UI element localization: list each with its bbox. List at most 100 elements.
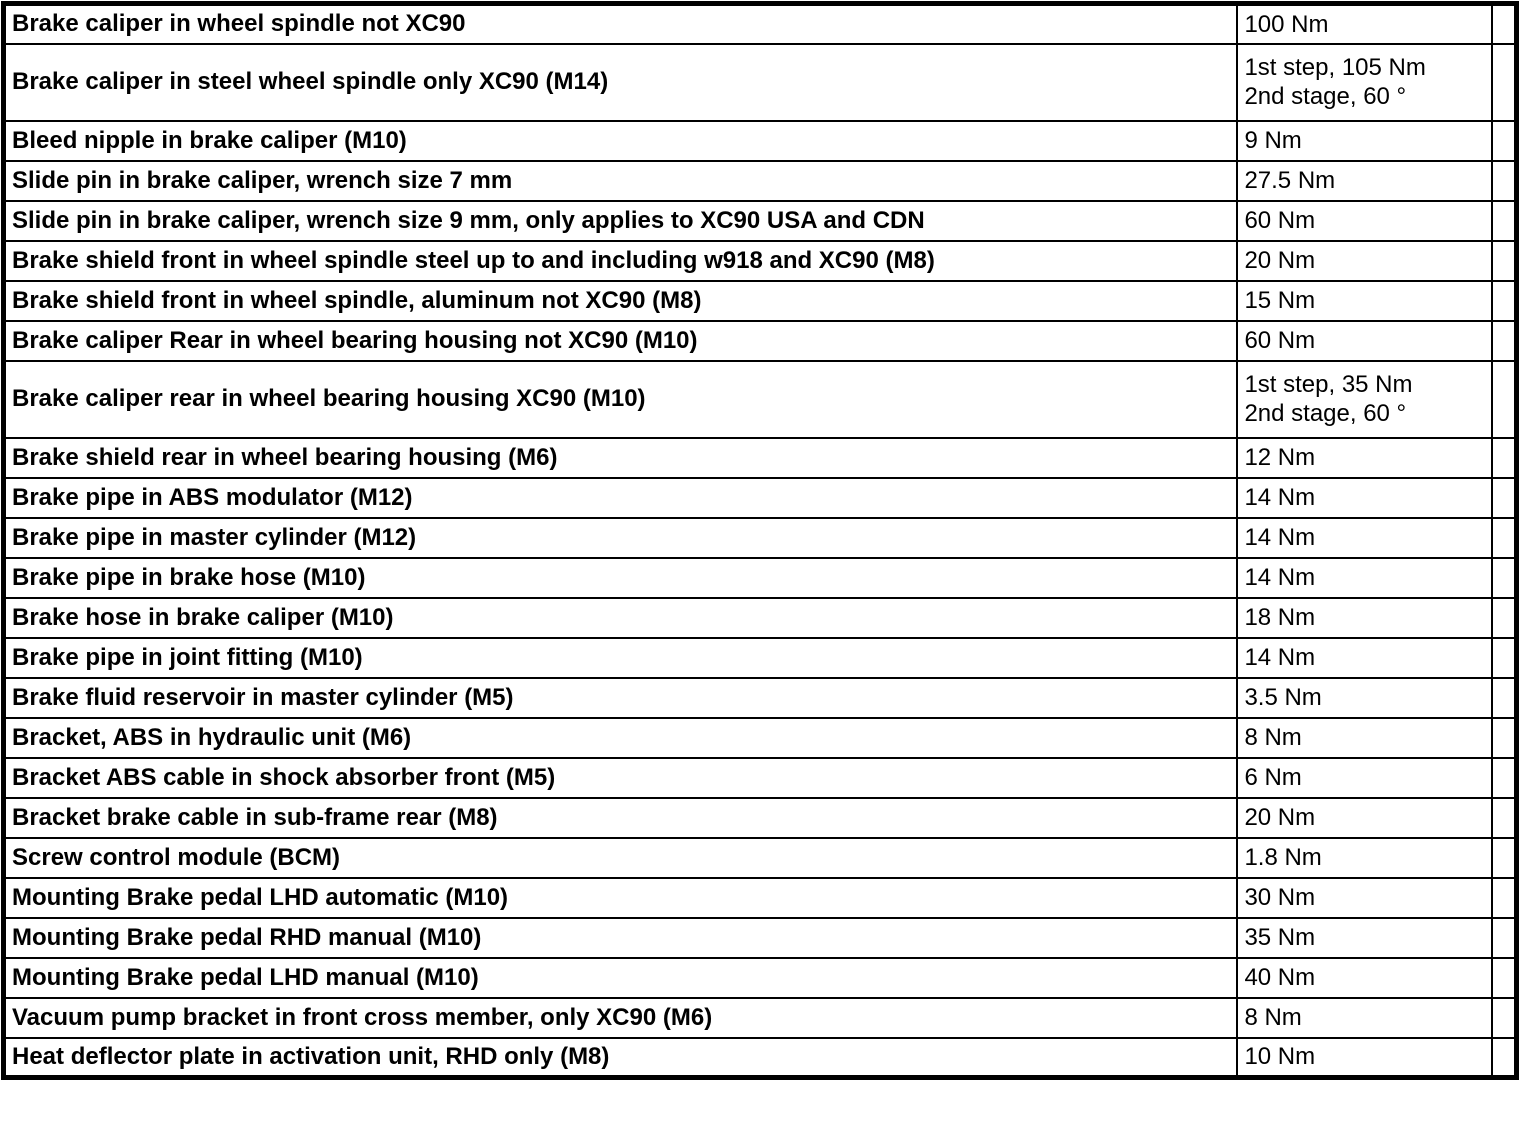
torque-value-cell: 9 Nm [1236, 119, 1494, 162]
table-row: Brake shield front in wheel spindle stee… [2, 239, 1518, 282]
spacer-cell [1491, 199, 1518, 242]
description-cell: Brake caliper Rear in wheel bearing hous… [2, 319, 1239, 362]
spacer-cell [1491, 756, 1518, 799]
description-cell: Bracket ABS cable in shock absorber fron… [2, 756, 1239, 799]
description-cell: Brake pipe in joint fitting (M10) [2, 636, 1239, 679]
table-row: Brake caliper rear in wheel bearing hous… [2, 359, 1518, 439]
table-row: Brake shield front in wheel spindle, alu… [2, 279, 1518, 322]
description-cell: Bracket brake cable in sub-frame rear (M… [2, 796, 1239, 839]
spacer-cell [1491, 596, 1518, 639]
torque-value-cell: 3.5 Nm [1236, 676, 1494, 719]
description-cell: Brake caliper in wheel spindle not XC90 [2, 2, 1239, 45]
table-row: Mounting Brake pedal LHD automatic (M10)… [2, 876, 1518, 919]
torque-value-cell: 8 Nm [1236, 716, 1494, 759]
torque-value-cell: 20 Nm [1236, 796, 1494, 839]
spacer-cell [1491, 796, 1518, 839]
table-row: Mounting Brake pedal RHD manual (M10) 35 … [2, 916, 1518, 959]
table-row: Brake pipe in master cylinder (M12) 14 Nm [2, 516, 1518, 559]
table-row: Brake pipe in joint fitting (M10) 14 Nm [2, 636, 1518, 679]
spacer-cell [1491, 319, 1518, 362]
torque-value-cell: 1st step, 105 Nm 2nd stage, 60 ° [1236, 42, 1494, 122]
spacer-cell [1491, 159, 1518, 202]
table-row: Brake caliper Rear in wheel bearing hous… [2, 319, 1518, 362]
torque-value-cell: 14 Nm [1236, 516, 1494, 559]
spacer-cell [1491, 996, 1518, 1039]
spacer-cell [1491, 956, 1518, 999]
spacer-cell [1491, 716, 1518, 759]
spacer-cell [1491, 1036, 1518, 1079]
table-row: Bracket ABS cable in shock absorber fron… [2, 756, 1518, 799]
torque-value-cell: 60 Nm [1236, 319, 1494, 362]
table-row: Slide pin in brake caliper, wrench size … [2, 199, 1518, 242]
torque-value-cell: 14 Nm [1236, 556, 1494, 599]
torque-value-cell: 6 Nm [1236, 756, 1494, 799]
torque-value-cell: 27.5 Nm [1236, 159, 1494, 202]
torque-value-cell: 60 Nm [1236, 199, 1494, 242]
spacer-cell [1491, 836, 1518, 879]
table-row: Heat deflector plate in activation unit,… [2, 1036, 1518, 1079]
description-cell: Brake caliper rear in wheel bearing hous… [2, 359, 1239, 439]
torque-value-cell: 12 Nm [1236, 436, 1494, 479]
table-row: Bleed nipple in brake caliper (M10) 9 Nm [2, 119, 1518, 162]
table-row: Brake caliper in steel wheel spindle onl… [2, 42, 1518, 122]
description-cell: Brake pipe in brake hose (M10) [2, 556, 1239, 599]
spacer-cell [1491, 42, 1518, 122]
description-cell: Slide pin in brake caliper, wrench size … [2, 199, 1239, 242]
table-row: Brake hose in brake caliper (M10) 18 Nm [2, 596, 1518, 639]
description-cell: Heat deflector plate in activation unit,… [2, 1036, 1239, 1079]
description-cell: Bleed nipple in brake caliper (M10) [2, 119, 1239, 162]
spacer-cell [1491, 119, 1518, 162]
table-row: Brake fluid reservoir in master cylinder… [2, 676, 1518, 719]
spacer-cell [1491, 676, 1518, 719]
table-row: Bracket brake cable in sub-frame rear (M… [2, 796, 1518, 839]
torque-value-cell: 20 Nm [1236, 239, 1494, 282]
torque-value-cell: 8 Nm [1236, 996, 1494, 1039]
description-cell: Brake shield front in wheel spindle stee… [2, 239, 1239, 282]
spacer-cell [1491, 436, 1518, 479]
table-row: Bracket, ABS in hydraulic unit (M6) 8 Nm [2, 716, 1518, 759]
torque-value-cell: 30 Nm [1236, 876, 1494, 919]
torque-value-cell: 1st step, 35 Nm 2nd stage, 60 ° [1236, 359, 1494, 439]
description-cell: Mounting Brake pedal RHD manual (M10) [2, 916, 1239, 959]
table-row: Brake pipe in brake hose (M10) 14 Nm [2, 556, 1518, 599]
torque-value-cell: 14 Nm [1236, 636, 1494, 679]
description-cell: Brake pipe in ABS modulator (M12) [2, 476, 1239, 519]
description-cell: Mounting Brake pedal LHD automatic (M10) [2, 876, 1239, 919]
description-cell: Brake pipe in master cylinder (M12) [2, 516, 1239, 559]
table-row: Slide pin in brake caliper, wrench size … [2, 159, 1518, 202]
torque-value-cell: 40 Nm [1236, 956, 1494, 999]
spacer-cell [1491, 2, 1518, 45]
spacer-cell [1491, 876, 1518, 919]
description-cell: Vacuum pump bracket in front cross membe… [2, 996, 1239, 1039]
description-cell: Slide pin in brake caliper, wrench size … [2, 159, 1239, 202]
table-row: Vacuum pump bracket in front cross membe… [2, 996, 1518, 1039]
torque-value-cell: 14 Nm [1236, 476, 1494, 519]
description-cell: Screw control module (BCM) [2, 836, 1239, 879]
description-cell: Mounting Brake pedal LHD manual (M10) [2, 956, 1239, 999]
description-cell: Brake fluid reservoir in master cylinder… [2, 676, 1239, 719]
torque-value-cell: 18 Nm [1236, 596, 1494, 639]
table-row: Mounting Brake pedal LHD manual (M10) 40 … [2, 956, 1518, 999]
spacer-cell [1491, 636, 1518, 679]
torque-value-cell: 10 Nm [1236, 1036, 1494, 1079]
spacer-cell [1491, 359, 1518, 439]
torque-spec-table-body: Brake caliper in wheel spindle not XC90 1… [2, 2, 1518, 1079]
torque-value-cell: 15 Nm [1236, 279, 1494, 322]
spacer-cell [1491, 516, 1518, 559]
spacer-cell [1491, 916, 1518, 959]
spacer-cell [1491, 279, 1518, 322]
description-cell: Brake hose in brake caliper (M10) [2, 596, 1239, 639]
torque-value-cell: 35 Nm [1236, 916, 1494, 959]
description-cell: Bracket, ABS in hydraulic unit (M6) [2, 716, 1239, 759]
spacer-cell [1491, 476, 1518, 519]
torque-value-cell: 100 Nm [1236, 2, 1494, 45]
spacer-cell [1491, 556, 1518, 599]
table-row: Screw control module (BCM) 1.8 Nm [2, 836, 1518, 879]
table-row: Brake shield rear in wheel bearing housi… [2, 436, 1518, 479]
table-row: Brake pipe in ABS modulator (M12) 14 Nm [2, 476, 1518, 519]
description-cell: Brake shield rear in wheel bearing housi… [2, 436, 1239, 479]
description-cell: Brake shield front in wheel spindle, alu… [2, 279, 1239, 322]
spacer-cell [1491, 239, 1518, 282]
torque-spec-table: Brake caliper in wheel spindle not XC90 1… [1, 1, 1519, 1080]
description-cell: Brake caliper in steel wheel spindle onl… [2, 42, 1239, 122]
